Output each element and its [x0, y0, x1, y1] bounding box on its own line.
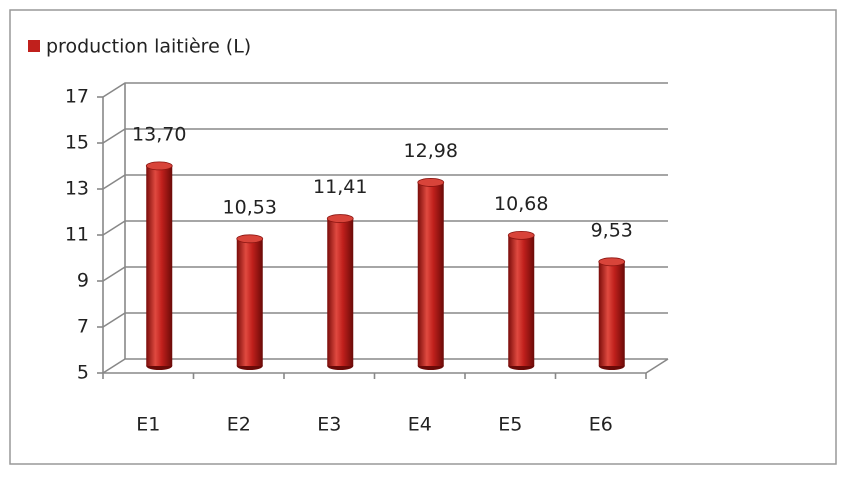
bar: [327, 218, 354, 366]
x-tick-label: E1: [136, 414, 160, 436]
bar-cap: [145, 161, 173, 171]
bar-cap: [598, 257, 626, 267]
x-tick-label: E6: [589, 414, 613, 436]
data-label: 10,68: [494, 193, 548, 215]
grid-line: [102, 174, 668, 190]
bar: [417, 182, 444, 366]
data-label: 10,53: [223, 196, 277, 218]
legend-label: production laitière (L): [46, 36, 251, 58]
x-tick-label: E5: [498, 414, 522, 436]
bar: [146, 165, 173, 366]
x-tick-label: E2: [227, 414, 251, 436]
y-tick-label: 13: [65, 178, 89, 200]
bar: [236, 238, 263, 366]
data-label: 12,98: [404, 140, 458, 162]
bar-cap: [236, 234, 264, 244]
grid-line: [102, 358, 668, 374]
y-tick-label: 5: [77, 362, 89, 384]
grid-line: [102, 82, 668, 98]
y-tick-label: 9: [77, 270, 89, 292]
bar-cap: [507, 230, 535, 240]
data-label: 11,41: [313, 176, 367, 198]
data-label: 9,53: [591, 219, 633, 241]
legend-swatch: [28, 40, 40, 52]
y-tick-label: 17: [65, 86, 89, 108]
y-tick-label: 15: [65, 132, 89, 154]
bar: [598, 261, 625, 366]
grid-line: [102, 220, 668, 236]
bar: [508, 235, 535, 366]
grid-line: [102, 266, 668, 282]
x-tick-label: E3: [317, 414, 341, 436]
y-tick-label: 7: [77, 316, 89, 338]
x-tick-label: E4: [408, 414, 432, 436]
y-tick-label: 11: [65, 224, 89, 246]
data-label: 13,70: [132, 123, 186, 145]
bar-cap: [417, 178, 445, 187]
grid-line: [102, 128, 668, 144]
grid-line: [102, 312, 668, 328]
bar-cap: [326, 214, 354, 223]
